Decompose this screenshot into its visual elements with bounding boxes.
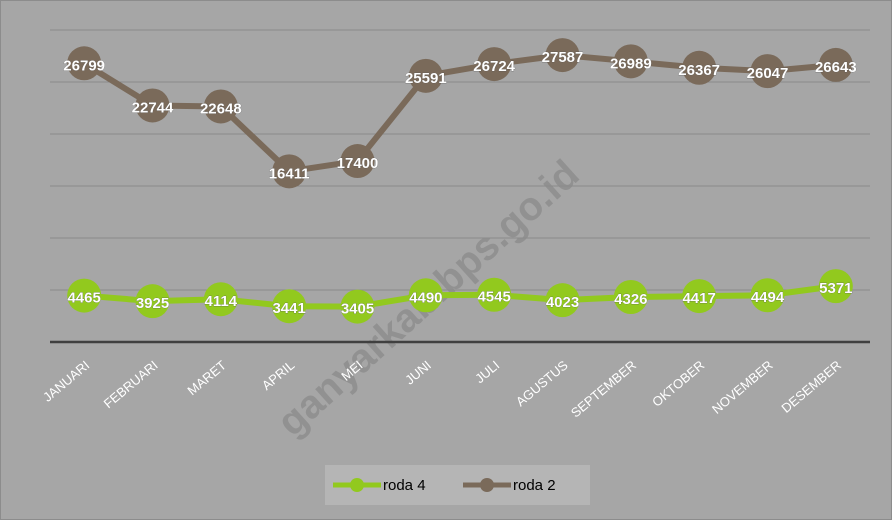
data-label: 26047 [747, 65, 789, 82]
legend-marker [350, 478, 364, 492]
point [477, 277, 512, 312]
data-label: 4417 [682, 290, 715, 307]
point [408, 278, 443, 313]
point [545, 283, 580, 318]
point [67, 278, 102, 313]
data-label: 4465 [67, 290, 100, 307]
data-label: 5371 [819, 280, 852, 297]
point [135, 284, 170, 319]
point [613, 44, 648, 79]
data-label: 4494 [751, 289, 785, 306]
point [545, 38, 580, 73]
point [818, 47, 853, 82]
data-label: 26367 [678, 62, 720, 79]
point [477, 47, 512, 82]
data-label: 4326 [614, 291, 647, 308]
data-label: 17400 [337, 155, 379, 172]
data-label: 4023 [546, 294, 579, 311]
point [340, 144, 375, 179]
legend-marker [480, 478, 494, 492]
point [613, 280, 648, 315]
point [818, 269, 853, 304]
point [203, 89, 238, 124]
legend-label: roda 2 [513, 477, 556, 494]
data-label: 4545 [477, 289, 510, 306]
data-label: 4490 [409, 289, 442, 306]
data-label: 4114 [205, 293, 238, 310]
data-label: 26989 [610, 55, 652, 72]
point [203, 282, 238, 317]
point [750, 278, 785, 313]
point [750, 54, 785, 89]
point [135, 88, 170, 123]
data-label: 25591 [405, 70, 447, 87]
data-label: 26643 [815, 59, 857, 76]
legend-label: roda 4 [383, 477, 426, 494]
data-label: 16411 [269, 165, 310, 182]
point [272, 289, 307, 324]
data-label: 3405 [341, 301, 374, 318]
point [340, 289, 375, 324]
data-label: 26799 [63, 57, 105, 74]
data-label: 27587 [542, 49, 584, 66]
point [408, 58, 443, 93]
data-label: 3925 [136, 295, 169, 312]
point [272, 154, 307, 189]
data-label: 3441 [272, 300, 305, 317]
data-label: 22648 [200, 100, 242, 117]
point [682, 50, 717, 85]
data-label: 26724 [473, 58, 515, 75]
point [682, 279, 717, 314]
data-label: 22744 [132, 99, 174, 116]
point [67, 46, 102, 81]
